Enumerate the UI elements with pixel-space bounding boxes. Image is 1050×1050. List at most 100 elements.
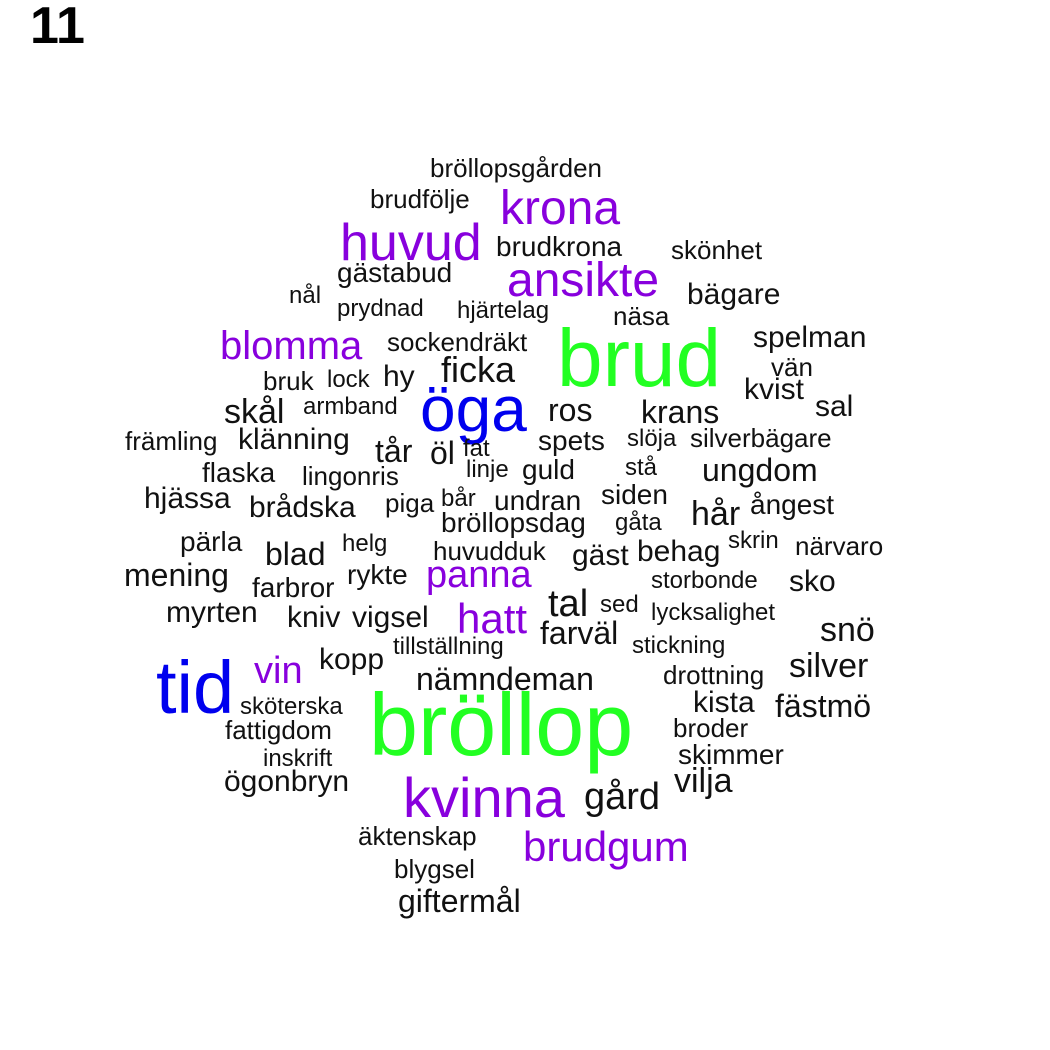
cloud-word: farbror (252, 572, 335, 603)
cloud-word: brådska (249, 491, 356, 524)
cloud-word: sockendräkt (387, 327, 528, 357)
cloud-word: kopp (319, 643, 385, 676)
cloud-word: drottning (663, 660, 765, 690)
cloud-word: hy (383, 360, 415, 393)
cloud-word: gård (584, 776, 661, 818)
cloud-word: blad (265, 536, 326, 572)
cloud-word: kniv (287, 601, 341, 634)
cloud-word: kvinna (403, 766, 565, 829)
cloud-word: blygsel (394, 854, 475, 884)
page-number: 11 (30, 0, 85, 55)
cloud-word: piga (385, 488, 435, 518)
cloud-word: bägare (687, 278, 781, 311)
cloud-word: brudfölje (370, 184, 470, 214)
cloud-word: ångest (750, 489, 835, 520)
cloud-word: hår (691, 495, 741, 533)
cloud-word: bår (441, 485, 476, 512)
cloud-word: huvudduk (433, 536, 546, 566)
cloud-word: pärla (180, 526, 243, 557)
cloud-word: stickning (632, 632, 726, 659)
cloud-word: öl (430, 435, 455, 471)
cloud-word: skimmer (678, 739, 784, 770)
cloud-word: lingonris (302, 461, 399, 491)
cloud-word: spelman (753, 321, 867, 354)
cloud-word: gästabud (337, 257, 453, 288)
cloud-word: brud (557, 313, 722, 404)
cloud-word: blomma (220, 324, 363, 368)
cloud-word: sköterska (240, 693, 343, 720)
cloud-word: gäst (572, 539, 629, 572)
cloud-word: storbonde (651, 567, 758, 594)
cloud-word: siden (601, 479, 668, 510)
cloud-word: tår (375, 433, 413, 469)
cloud-word: hjärtelag (457, 297, 550, 324)
cloud-word: sed (600, 591, 639, 618)
cloud-word: linje (466, 456, 509, 483)
cloud-word: undran (494, 485, 582, 516)
cloud-word: behag (637, 535, 721, 568)
cloud-word: ansikte (507, 254, 660, 307)
cloud-word: sko (789, 565, 836, 598)
cloud-word: kvist (744, 373, 804, 406)
cloud-word: nål (289, 282, 322, 309)
cloud-word: fat (463, 435, 490, 462)
cloud-word: krona (500, 182, 621, 235)
cloud-word: skönhet (671, 235, 763, 265)
cloud-word: giftermål (398, 883, 521, 919)
cloud-word: gåta (615, 509, 662, 536)
cloud-word: ungdom (702, 452, 818, 488)
cloud-word: ficka (441, 349, 516, 390)
cloud-word: hatt (457, 595, 528, 642)
cloud-word: bröllop (369, 675, 634, 774)
cloud-word: hjässa (144, 482, 231, 515)
cloud-word: huvud (340, 214, 482, 272)
cloud-word: vigsel (352, 601, 429, 634)
cloud-word: kista (693, 686, 755, 719)
cloud-word: nämndeman (416, 661, 594, 697)
cloud-word: bröllopsgården (430, 153, 603, 183)
cloud-word: tillställning (393, 633, 504, 660)
cloud-word: mening (124, 557, 229, 593)
cloud-word: myrten (166, 596, 258, 629)
cloud-word: bröllopsdag (441, 507, 586, 538)
cloud-word: närvaro (795, 531, 884, 561)
cloud-word: snö (820, 611, 875, 649)
cloud-word: prydnad (337, 295, 424, 322)
cloud-word: sal (815, 390, 854, 423)
cloud-word: broder (673, 713, 749, 743)
cloud-word: lock (327, 366, 370, 393)
cloud-word: farväl (540, 615, 619, 651)
cloud-word: öga (420, 373, 527, 445)
cloud-word: vilja (674, 762, 733, 800)
cloud-word: rykte (347, 559, 408, 590)
cloud-word: skrin (728, 527, 779, 554)
cloud-word: tal (548, 583, 589, 625)
cloud-word: guld (522, 454, 575, 485)
cloud-word: helg (342, 530, 388, 557)
cloud-word: stå (625, 454, 658, 481)
cloud-word: fattigdom (225, 715, 332, 745)
cloud-word: krans (641, 394, 720, 430)
cloud-word: lycksalighet (651, 599, 776, 626)
cloud-word: brudkrona (496, 231, 623, 262)
cloud-word: inskrift (263, 745, 333, 772)
cloud-word: spets (538, 425, 605, 456)
cloud-word: flaska (202, 457, 276, 488)
cloud-word: vin (254, 650, 303, 692)
cloud-word: klänning (238, 423, 350, 456)
cloud-word: armband (303, 393, 398, 420)
cloud-word: skål (224, 393, 285, 431)
cloud-word: ros (548, 392, 593, 428)
cloud-word: panna (426, 554, 532, 596)
cloud-word: bruk (263, 366, 314, 396)
cloud-word: fästmö (775, 688, 872, 724)
cloud-word: tid (156, 646, 235, 729)
cloud-word: silverbägare (690, 423, 832, 453)
cloud-word: näsa (613, 301, 670, 331)
cloud-word: slöja (627, 425, 677, 452)
cloud-word: ögonbryn (224, 765, 350, 798)
cloud-word: brudgum (523, 823, 689, 870)
cloud-word: vän (771, 352, 813, 382)
cloud-word: äktenskap (358, 821, 477, 851)
